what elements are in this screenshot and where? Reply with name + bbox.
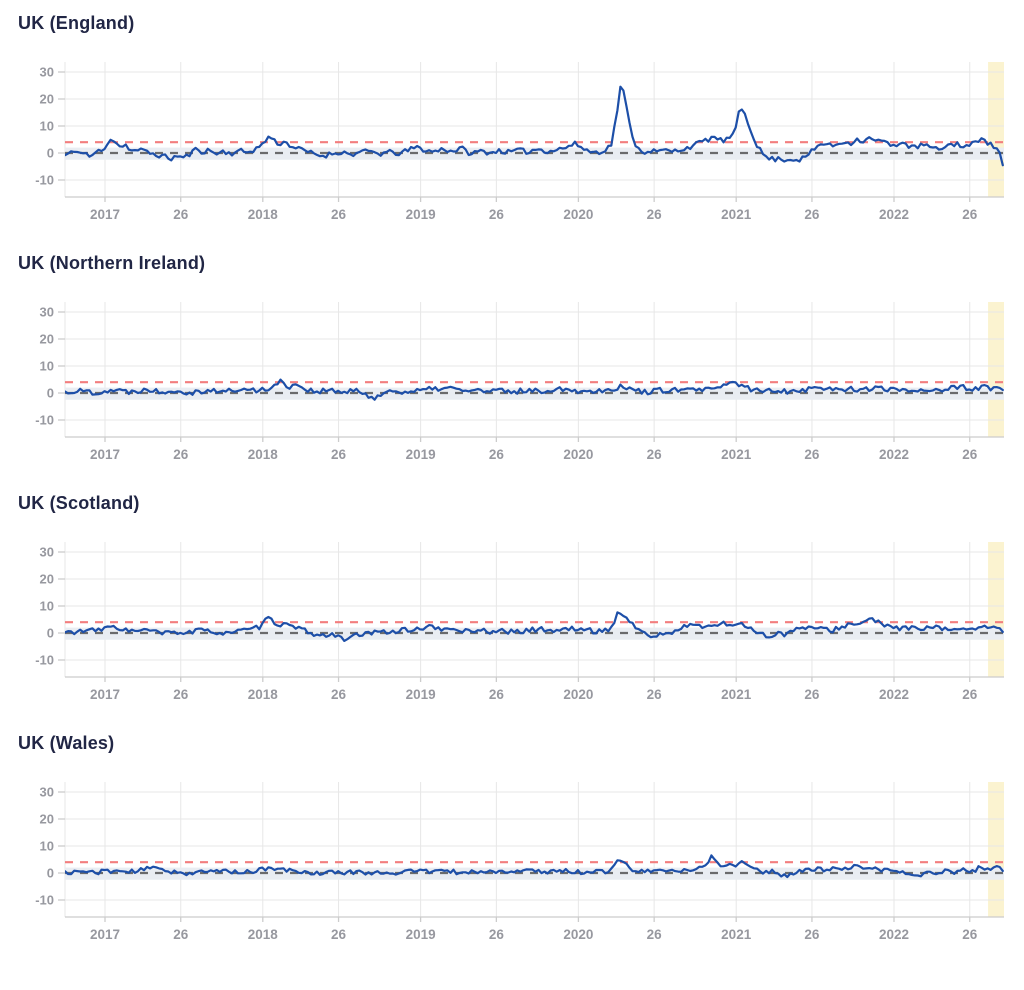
x-tick-label: 2019 [406,207,436,222]
x-tick-label: 2020 [563,687,593,702]
x-tick-label: 26 [489,447,505,462]
x-tick-label: 26 [804,687,820,702]
x-tick-label: 2017 [90,687,120,702]
x-tick-label: 2018 [248,207,279,222]
x-tick-label: 26 [331,207,347,222]
chart-panel-england: UK (England) 30 20 10 0 -10 2017 26 2018 26 2019 2… [0,0,1024,240]
y-tick-label: -10 [35,653,54,668]
wales-chart: 30 20 10 0 -10 2017 26 2018 26 2019 26 2020 26 2021 26… [35,782,1004,942]
x-tick-label: 26 [962,207,978,222]
x-tick-label: 26 [489,207,505,222]
y-tick-label: 20 [40,92,54,107]
x-tick-label: 26 [489,687,505,702]
x-tick-label: 2022 [879,687,909,702]
chart-panel-scotland: UK (Scotland) 30 20 10 0 -10 2017 26 2018 26 2019… [0,480,1024,720]
y-tick-label: 10 [40,119,54,134]
x-tick-label: 2019 [406,447,436,462]
chart-title-scotland: UK (Scotland) [18,493,140,513]
x-tick-label: 26 [173,447,189,462]
x-tick-label: 26 [173,927,189,942]
y-tick-label: -10 [35,893,54,908]
y-tick-label: 30 [40,785,54,800]
x-tick-label: 26 [647,447,663,462]
provisional-highlight-band [988,782,1004,917]
x-tick-label: 2017 [90,447,120,462]
x-tick-label: 2019 [406,927,436,942]
x-tick-label: 26 [962,687,978,702]
y-tick-label: 10 [40,359,54,374]
x-tick-label: 26 [489,927,505,942]
x-tick-label: 26 [647,687,663,702]
x-tick-label: 2022 [879,447,909,462]
scotland-chart: 30 20 10 0 -10 2017 26 2018 26 2019 26 2020 26 2021 26… [35,542,1004,702]
x-tick-label: 2020 [563,207,593,222]
y-tick-label: 30 [40,545,54,560]
y-tick-label: 20 [40,332,54,347]
y-tick-label: 0 [47,626,54,641]
y-tick-label: 30 [40,65,54,80]
x-tick-label: 26 [962,927,978,942]
x-tick-label: 26 [173,207,189,222]
x-tick-label: 2021 [721,207,752,222]
x-tick-label: 26 [331,687,347,702]
x-tick-label: 26 [173,687,189,702]
x-tick-label: 2018 [248,927,279,942]
x-tick-label: 26 [647,927,663,942]
y-tick-label: 10 [40,839,54,854]
x-tick-label: 2021 [721,687,752,702]
x-tick-label: 2019 [406,687,436,702]
x-tick-label: 2020 [563,447,593,462]
y-tick-label: 30 [40,305,54,320]
x-tick-label: 26 [804,207,820,222]
x-tick-label: 26 [331,927,347,942]
chart-title-england: UK (England) [18,13,135,33]
series-line [65,378,1004,401]
x-tick-label: 2017 [90,207,120,222]
y-tick-label: 0 [47,386,54,401]
northern-ireland-chart: 30 20 10 0 -10 2017 26 2018 26 2019 26 2020 26 2021 26… [35,302,1004,462]
chart-title-wales: UK (Wales) [18,733,115,753]
x-tick-label: 2022 [879,207,909,222]
series-line [65,854,1004,879]
y-tick-label: 0 [47,866,54,881]
y-tick-label: -10 [35,413,54,428]
x-tick-label: 26 [962,447,978,462]
y-tick-label: 20 [40,572,54,587]
x-tick-label: 2021 [721,447,752,462]
x-tick-label: 2018 [248,447,279,462]
x-tick-label: 2021 [721,927,752,942]
x-tick-label: 26 [647,207,663,222]
x-tick-label: 26 [804,447,820,462]
x-tick-label: 2017 [90,927,120,942]
england-chart: 30 20 10 0 -10 2017 26 2018 26 2019 26 2020 26 2021 26… [35,62,1004,222]
y-tick-label: -10 [35,173,54,188]
y-tick-label: 20 [40,812,54,827]
chart-panel-northern-ireland: UK (Northern Ireland) 30 20 10 0 -10 2017 26 20… [0,240,1024,480]
chart-title-northern-ireland: UK (Northern Ireland) [18,253,206,273]
x-tick-label: 2018 [248,687,279,702]
x-tick-label: 2022 [879,927,909,942]
y-tick-label: 10 [40,599,54,614]
series-line [65,611,1004,642]
x-tick-label: 26 [804,927,820,942]
provisional-highlight-band [988,62,1004,197]
provisional-highlight-band [988,542,1004,677]
provisional-highlight-band [988,302,1004,437]
x-tick-label: 26 [331,447,347,462]
y-tick-label: 0 [47,146,54,161]
x-tick-label: 2020 [563,927,593,942]
series-line [65,85,1004,167]
chart-panel-wales: UK (Wales) 30 20 10 0 -10 2017 26 2018 26 2019 26 2… [0,720,1024,960]
